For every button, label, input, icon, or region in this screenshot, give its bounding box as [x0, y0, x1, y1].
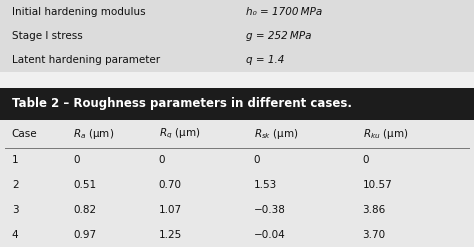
- Text: 1.53: 1.53: [254, 180, 277, 190]
- Text: 1: 1: [12, 155, 18, 165]
- Text: 0.97: 0.97: [73, 230, 97, 240]
- Text: 0: 0: [254, 155, 260, 165]
- Text: 0: 0: [73, 155, 80, 165]
- Text: 2: 2: [12, 180, 18, 190]
- Text: 4: 4: [12, 230, 18, 240]
- Text: $R_{sk}$ (μm): $R_{sk}$ (μm): [254, 127, 298, 141]
- Text: 3.70: 3.70: [363, 230, 386, 240]
- FancyBboxPatch shape: [0, 120, 474, 247]
- Text: 3.86: 3.86: [363, 205, 386, 215]
- Text: 0: 0: [159, 155, 165, 165]
- Text: Stage I stress: Stage I stress: [12, 31, 82, 41]
- Text: 10.57: 10.57: [363, 180, 392, 190]
- FancyBboxPatch shape: [0, 0, 474, 72]
- Text: 3: 3: [12, 205, 18, 215]
- Text: −0.38: −0.38: [254, 205, 285, 215]
- Text: q = 1.4: q = 1.4: [246, 55, 285, 65]
- Text: $R_a$ (μm): $R_a$ (μm): [73, 127, 115, 141]
- FancyBboxPatch shape: [0, 88, 474, 120]
- Text: Latent hardening parameter: Latent hardening parameter: [12, 55, 160, 65]
- Text: h₀ = 1700 MPa: h₀ = 1700 MPa: [246, 7, 323, 17]
- Text: Case: Case: [12, 129, 37, 139]
- Text: 0.51: 0.51: [73, 180, 97, 190]
- Text: Table 2 – Roughness parameters in different cases.: Table 2 – Roughness parameters in differ…: [12, 98, 352, 110]
- Text: 1.07: 1.07: [159, 205, 182, 215]
- Text: Initial hardening modulus: Initial hardening modulus: [12, 7, 146, 17]
- Text: g = 252 MPa: g = 252 MPa: [246, 31, 312, 41]
- Text: $R_{ku}$ (μm): $R_{ku}$ (μm): [363, 127, 408, 141]
- Text: −0.04: −0.04: [254, 230, 285, 240]
- Text: $R_q$ (μm): $R_q$ (μm): [159, 127, 200, 141]
- Text: 1.25: 1.25: [159, 230, 182, 240]
- Text: 0: 0: [363, 155, 369, 165]
- Text: 0.82: 0.82: [73, 205, 97, 215]
- Text: 0.70: 0.70: [159, 180, 182, 190]
- FancyBboxPatch shape: [0, 72, 474, 88]
